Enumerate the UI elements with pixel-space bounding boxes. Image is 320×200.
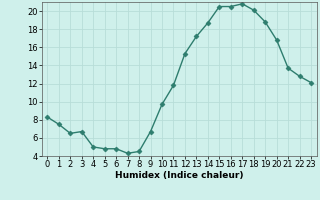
- X-axis label: Humidex (Indice chaleur): Humidex (Indice chaleur): [115, 171, 244, 180]
